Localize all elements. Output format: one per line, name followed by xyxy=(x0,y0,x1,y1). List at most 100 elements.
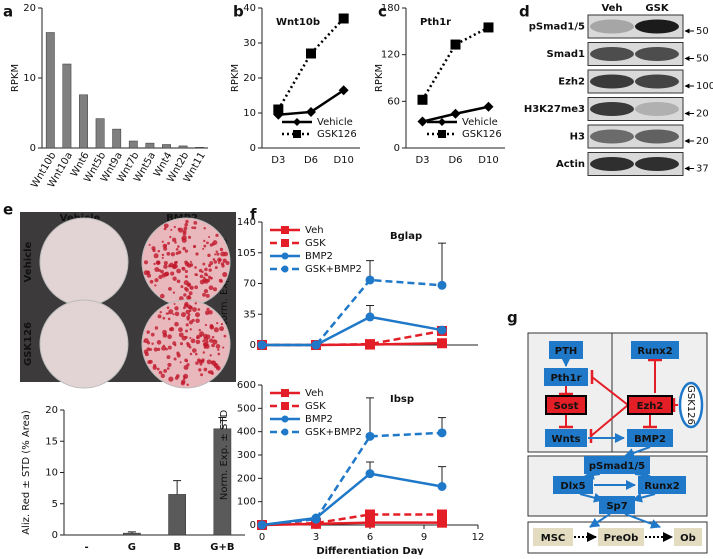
stain-spot xyxy=(190,353,193,356)
stain-spot xyxy=(209,285,214,290)
stain-spot xyxy=(197,308,200,311)
stain-spot xyxy=(193,221,197,225)
y-tick-label: 140 xyxy=(237,217,256,228)
stain-spot xyxy=(184,280,189,285)
legend-marker xyxy=(281,389,289,397)
point xyxy=(451,109,461,119)
blot-band xyxy=(590,75,634,89)
stain-spot xyxy=(216,253,219,256)
stain-spot xyxy=(216,251,218,253)
stain-spot xyxy=(213,240,218,245)
point xyxy=(339,14,349,24)
stain-spot xyxy=(201,271,203,273)
stain-spot xyxy=(214,260,217,263)
stain-spot xyxy=(217,348,219,350)
stain-spot xyxy=(160,270,164,274)
x-tick-label: D3 xyxy=(271,155,285,166)
row-label: H3K27me3 xyxy=(524,104,585,115)
size-label: 50 xyxy=(696,26,709,37)
point xyxy=(438,482,447,491)
row-label: Actin xyxy=(556,159,585,170)
point xyxy=(366,432,375,441)
error-bar xyxy=(438,243,446,285)
x-tick-label: D6 xyxy=(448,155,462,166)
y-tick-label: 100 xyxy=(237,497,256,508)
legend-marker xyxy=(282,253,289,260)
stain-spot xyxy=(168,287,172,291)
bar xyxy=(79,95,87,148)
stain-spot xyxy=(196,340,201,345)
stain-spot xyxy=(183,230,187,234)
stain-spot xyxy=(154,278,158,282)
y-tick-label: 15 xyxy=(45,436,58,447)
row-label: Smad1 xyxy=(547,49,586,60)
bar xyxy=(179,146,187,148)
stain-spot xyxy=(216,322,218,324)
stain-spot xyxy=(154,267,159,272)
y-tick-label: 300 xyxy=(237,450,256,461)
bar xyxy=(63,64,71,148)
point xyxy=(437,510,447,520)
bar xyxy=(96,119,104,148)
blot-band xyxy=(590,157,634,171)
stain-spot xyxy=(220,248,223,251)
legend-label: Veh xyxy=(305,225,324,236)
stain-spot xyxy=(192,348,197,353)
stain-spot xyxy=(175,312,180,317)
stain-spot xyxy=(185,270,188,273)
stain-spot xyxy=(211,343,215,347)
panel-label: d xyxy=(519,3,530,21)
x-tick-label: 6 xyxy=(367,532,373,543)
stain-spot xyxy=(158,314,162,318)
stain-spot xyxy=(212,336,215,339)
stain-spot xyxy=(215,234,218,237)
stain-spot xyxy=(220,280,223,283)
legend-label: GSK126 xyxy=(317,129,357,140)
y-axis-label: Aliz. Red ± STD (% Area) xyxy=(21,410,32,535)
y-tick-label: 120 xyxy=(381,50,400,61)
stain-spot xyxy=(213,287,217,291)
blot-band xyxy=(635,130,679,144)
stain-spot xyxy=(195,252,198,255)
stain-spot xyxy=(164,333,166,335)
legend-marker xyxy=(293,118,301,126)
legend-marker xyxy=(438,130,446,138)
stain-spot xyxy=(206,294,210,298)
stain-spot xyxy=(191,338,196,343)
x-tick-label: D3 xyxy=(415,155,429,166)
point xyxy=(438,326,447,335)
stain-spot xyxy=(193,245,196,248)
x-tick-label: 12 xyxy=(472,532,485,543)
point xyxy=(273,105,283,115)
bar xyxy=(129,141,137,148)
stain-spot xyxy=(209,261,213,265)
blot-band xyxy=(590,130,634,144)
point xyxy=(365,339,375,349)
point xyxy=(258,341,267,350)
stain-spot xyxy=(177,279,181,283)
y-axis-label: RPKM xyxy=(10,64,21,92)
stain-spot xyxy=(170,272,174,276)
y-axis-label: RPKM xyxy=(230,64,241,92)
stain-spot xyxy=(167,242,170,245)
stain-spot xyxy=(151,246,155,250)
bar xyxy=(196,147,204,148)
x-tick-label: G+B xyxy=(210,542,234,553)
stain-spot xyxy=(164,223,169,228)
chart-title: Bglap xyxy=(390,231,422,242)
stain-spot xyxy=(189,291,193,295)
stain-spot xyxy=(181,381,185,385)
stain-spot xyxy=(188,236,191,239)
y-tick-label: 20 xyxy=(23,3,36,14)
size-label: 50 xyxy=(696,54,709,65)
point xyxy=(258,521,267,530)
bar xyxy=(146,143,154,148)
stain-spot xyxy=(206,241,209,244)
stain-spot xyxy=(182,247,185,250)
row-label: GSK126 xyxy=(23,322,34,366)
stain-spot xyxy=(180,285,183,288)
x-tick-label: 0 xyxy=(259,532,265,543)
stain-spot xyxy=(160,294,165,299)
y-tick-label: 180 xyxy=(381,3,400,14)
stain-spot xyxy=(186,323,189,326)
